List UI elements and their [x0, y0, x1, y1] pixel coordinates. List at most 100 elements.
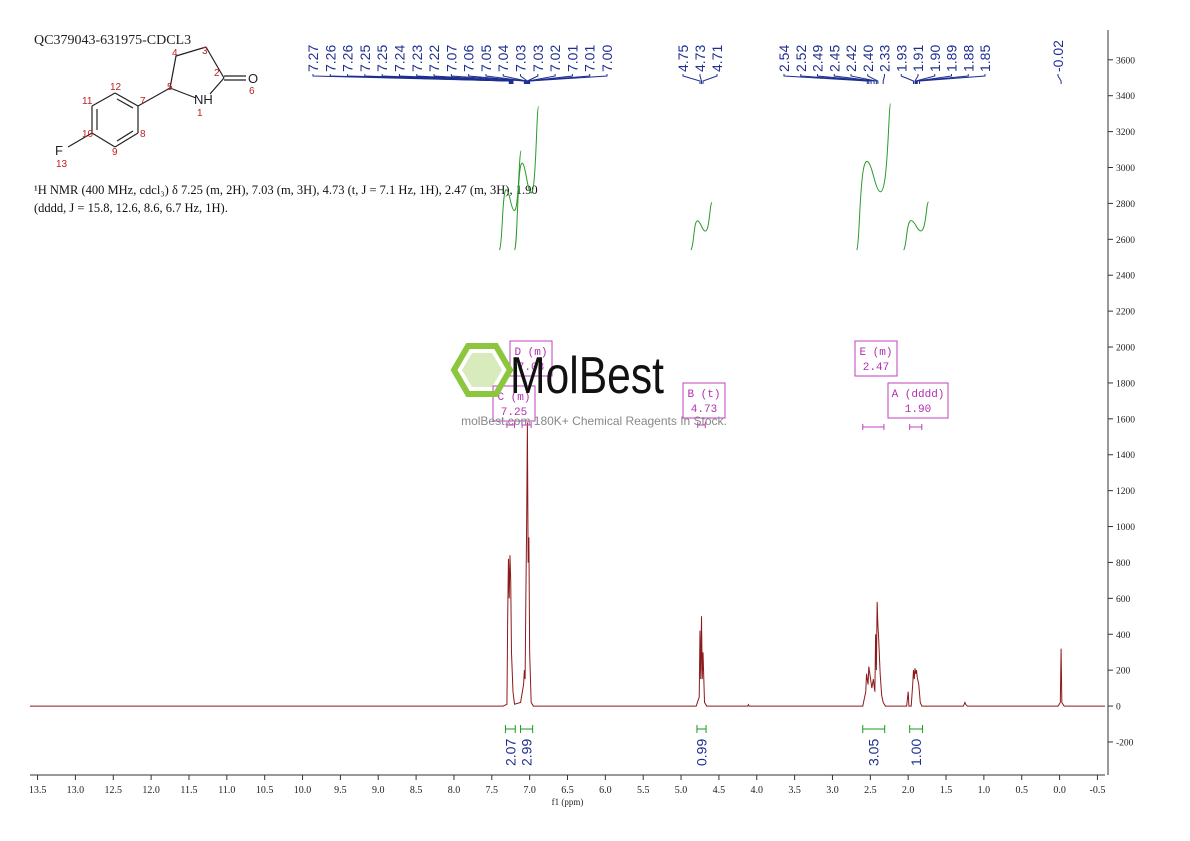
watermark: MolBest molBest.com 180K+ Chemical Reage…	[450, 343, 727, 428]
multiplet-box	[887, 382, 949, 419]
logo-text: MolBest	[510, 347, 664, 405]
x-tick-label: 9.5	[334, 785, 347, 796]
integral-curve	[498, 150, 522, 251]
x-tick-label: 4.5	[713, 785, 726, 796]
peak-leader	[529, 74, 608, 84]
multiplet-name: B (t)	[687, 389, 720, 401]
x-tick-label: 10.5	[256, 785, 274, 796]
peak-leader	[450, 74, 525, 84]
peak-leader	[1057, 74, 1062, 84]
integral-label: 3.05	[866, 739, 882, 766]
integral-label: 2.07	[502, 739, 518, 766]
atom-label: F	[55, 143, 63, 158]
y-tick-label: -200	[1116, 738, 1134, 748]
y-tick-label: 3000	[1116, 164, 1135, 174]
atom-numbers: 1 2 3 4 5 6 7 8 9 10 11 12 13	[56, 46, 255, 170]
atom-number: 5	[167, 82, 173, 93]
atom-number: 6	[249, 86, 255, 97]
integral-curve	[514, 105, 540, 251]
peak-label: 1.93	[893, 45, 909, 72]
peak-leader	[833, 74, 875, 84]
peak-label: 7.25	[357, 45, 373, 72]
x-tick-label: 0.5	[1015, 785, 1028, 796]
peak-leader	[867, 74, 879, 84]
integral-label: 2.99	[519, 739, 535, 766]
x-tick-label: 9.0	[372, 785, 385, 796]
atom-number: 9	[112, 147, 118, 158]
chart-title: QC379043-631975-CDCL3	[34, 33, 191, 48]
peak-leader	[915, 74, 936, 84]
logo-hexagon	[450, 343, 514, 397]
peak-label: 7.03	[513, 45, 529, 72]
peak-label: 7.04	[495, 45, 511, 72]
x-tick-label: 7.5	[486, 785, 499, 796]
peak-leader	[526, 74, 539, 84]
peak-leader	[800, 74, 870, 84]
multiplet-name: A (dddd)	[892, 389, 945, 401]
atom-number: 4	[172, 48, 178, 59]
y-tick-label: 1400	[1116, 451, 1135, 461]
peak-label: 7.05	[478, 45, 494, 72]
x-tick-label: -0.5	[1090, 785, 1106, 796]
peak-leader	[527, 74, 556, 84]
peak-leader	[915, 74, 952, 84]
x-tick-label: 12.0	[142, 785, 160, 796]
atom-label: NH	[194, 92, 213, 107]
peak-label: 4.75	[675, 45, 691, 72]
peak-label: 2.52	[793, 45, 809, 72]
x-tick-label: 4.0	[751, 785, 764, 796]
logo-hexagon-inner	[462, 353, 502, 387]
atom-number: 3	[202, 46, 208, 57]
peak-label: 7.00	[599, 45, 615, 72]
y-tick-label: 2400	[1116, 272, 1135, 282]
x-tick-label: 7.0	[523, 785, 536, 796]
multiplet-shift: 7.25	[501, 407, 527, 419]
atom-number: 8	[140, 129, 146, 140]
peak-leader	[528, 74, 591, 84]
peak-leader	[416, 74, 513, 84]
y-tick-label: 1000	[1116, 523, 1135, 533]
y-tick-label: 400	[1116, 631, 1131, 641]
y-tick-label: 2800	[1116, 200, 1135, 210]
peak-label: 2.49	[810, 45, 826, 72]
peak-leader	[916, 74, 969, 84]
peak-leader	[919, 74, 986, 84]
y-tick-label: 3600	[1116, 56, 1135, 66]
x-tick-label: 12.5	[105, 785, 123, 796]
x-tick-label: 3.5	[788, 785, 801, 796]
integral-curve	[690, 201, 713, 251]
peak-label: 7.03	[530, 45, 546, 72]
description: (dddd, J = 15.8, 12.6, 8.6, 6.7 Hz, 1H).	[34, 201, 228, 215]
integral-label: 1.00	[908, 739, 924, 766]
peak-label: 7.26	[340, 45, 356, 72]
peak-label: 4.73	[692, 45, 708, 72]
multiplet-box	[509, 340, 553, 377]
peak-label: 2.42	[843, 45, 859, 72]
y-tick-label: 3200	[1116, 128, 1135, 138]
peak-label: 2.45	[826, 45, 842, 72]
y-tick-label: 2000	[1116, 344, 1135, 354]
peak-leader	[817, 74, 872, 84]
multiplet-box	[682, 382, 726, 419]
x-tick-label: 6.0	[599, 785, 612, 796]
peak-leader	[882, 74, 885, 84]
peak-leader	[850, 74, 877, 84]
peak-leader	[900, 74, 914, 84]
peak-leader	[485, 74, 527, 84]
x-tick-label: 0.0	[1053, 785, 1066, 796]
atom-number: 10	[82, 129, 94, 140]
peak-label: 7.01	[564, 45, 580, 72]
peak-label: 7.23	[409, 45, 425, 72]
peak-label: -0.02	[1050, 40, 1066, 72]
peak-label: 1.90	[927, 45, 943, 72]
atom-labels: O NH F	[55, 71, 258, 158]
spectrum	[30, 422, 1105, 707]
x-tick-label: 8.0	[448, 785, 461, 796]
x-tick-label: 3.0	[826, 785, 839, 796]
multiplet-name: C (m)	[497, 392, 530, 404]
peak-label: 1.91	[910, 45, 926, 72]
y-tick-label: 2600	[1116, 236, 1135, 246]
logo-tagline: molBest.com 180K+ Chemical Reagents In S…	[461, 414, 727, 428]
